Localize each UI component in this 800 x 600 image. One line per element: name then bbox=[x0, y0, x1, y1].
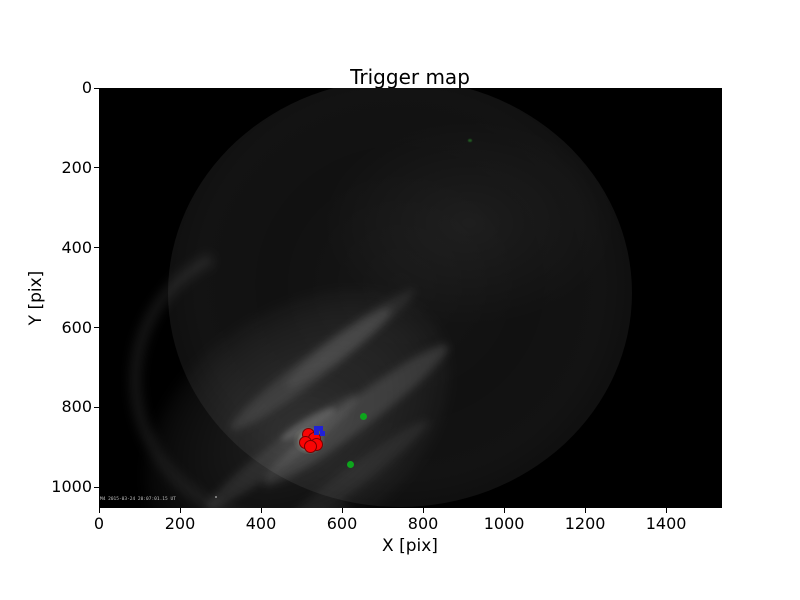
sky-disk-artwork bbox=[168, 88, 632, 507]
y-tick-label: 1000 bbox=[51, 477, 92, 497]
x-tick-label: 200 bbox=[164, 514, 196, 533]
y-tick-label: 200 bbox=[61, 157, 92, 177]
y-tick-label: 800 bbox=[61, 397, 92, 417]
y-tick bbox=[94, 486, 99, 488]
y-tick-label: 0 bbox=[81, 78, 92, 97]
x-tick-label: 600 bbox=[326, 514, 358, 533]
x-axis-label: X [pix] bbox=[382, 536, 438, 556]
x-tick-label: 1400 bbox=[645, 514, 687, 533]
y-tick bbox=[94, 87, 99, 89]
marker-star-green-dots bbox=[359, 413, 367, 421]
y-tick bbox=[94, 327, 99, 329]
y-tick bbox=[94, 247, 99, 249]
x-tick bbox=[341, 508, 343, 513]
camera-timestamp-overlay: M4 2015-03-24 20:07:01.15 UT bbox=[100, 496, 176, 502]
marker-match-blue-squares bbox=[318, 425, 324, 431]
x-tick-label: 1200 bbox=[564, 514, 606, 533]
x-tick bbox=[179, 508, 181, 513]
marker-match-blue-squares bbox=[319, 431, 325, 437]
x-tick bbox=[422, 508, 424, 513]
marker-layer bbox=[99, 88, 722, 508]
x-tick bbox=[584, 508, 586, 513]
marker-match-blue-squares bbox=[314, 430, 320, 436]
x-tick bbox=[503, 508, 505, 513]
y-tick-label: 600 bbox=[61, 317, 92, 337]
x-tick bbox=[260, 508, 262, 513]
chart-title: Trigger map bbox=[350, 65, 470, 89]
sky-haze-artwork bbox=[319, 118, 619, 328]
x-tick bbox=[665, 508, 667, 513]
noise-dot bbox=[215, 496, 217, 498]
x-tick-label: 1000 bbox=[483, 514, 525, 533]
x-tick-label: 400 bbox=[245, 514, 277, 533]
y-tick-label: 400 bbox=[61, 237, 92, 257]
y-axis-label: Y [pix] bbox=[26, 270, 46, 326]
faint-green-speck bbox=[468, 139, 472, 142]
x-tick-label: 800 bbox=[407, 514, 439, 533]
y-tick bbox=[94, 167, 99, 169]
marker-match-blue-squares bbox=[313, 425, 319, 431]
trigger-map-image: M4 2015-03-24 20:07:01.15 UT bbox=[99, 88, 722, 508]
marker-trigger-red-circles bbox=[304, 440, 318, 454]
x-tick-label: 0 bbox=[93, 514, 105, 533]
marker-star-green-dots bbox=[346, 461, 354, 469]
y-tick bbox=[94, 406, 99, 408]
x-tick bbox=[98, 508, 100, 513]
